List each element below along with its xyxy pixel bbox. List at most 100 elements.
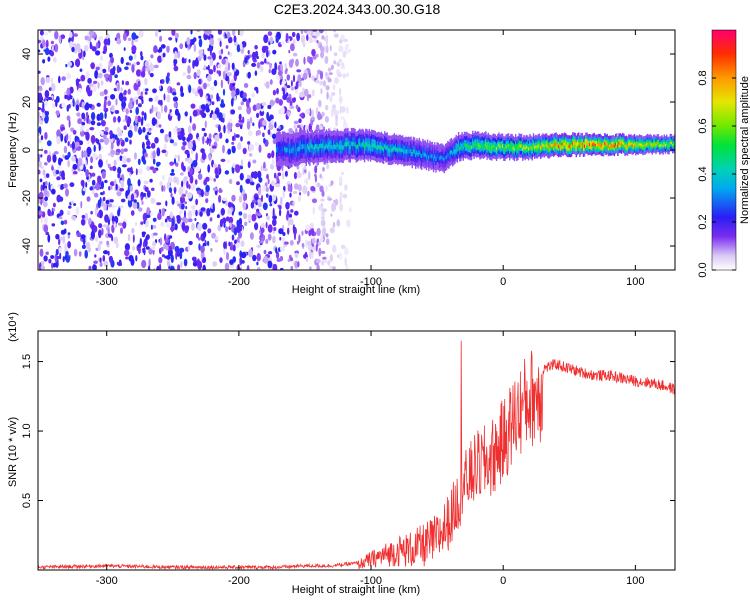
ridge-cell	[507, 133, 510, 138]
ridge-cell	[347, 132, 349, 138]
ridge-cell	[361, 128, 363, 134]
ridge-cell	[404, 137, 406, 142]
ridge-cell	[404, 161, 406, 166]
ridge-cell	[397, 156, 399, 162]
ridge-cell	[617, 141, 619, 145]
ridge-cell	[672, 140, 674, 144]
ridge-cell	[474, 134, 476, 139]
noise-cell	[315, 53, 319, 58]
snr-panel: -300 -200 -100 0 100 0.51.01.5 Height of str…	[7, 312, 676, 596]
noise-cell	[266, 111, 270, 121]
ridge-cell	[475, 135, 478, 140]
noise-cell	[333, 33, 339, 38]
ridge-cell	[515, 134, 517, 139]
noise-cell	[106, 240, 110, 246]
noise-cell	[190, 30, 193, 35]
ridge-cell	[318, 143, 321, 149]
ridge-cell	[655, 141, 657, 145]
noise-cell	[299, 192, 302, 196]
ridge-cell	[360, 134, 362, 140]
ridge-cell	[451, 158, 454, 163]
noise-cell	[50, 255, 55, 259]
ridge-cell	[525, 154, 528, 159]
noise-cell	[144, 186, 149, 192]
ridge-cell	[298, 136, 300, 142]
noise-cell	[92, 189, 95, 195]
spectrogram-marks	[38, 30, 675, 270]
ridge-cell	[378, 131, 380, 137]
ridge-cell	[476, 145, 479, 150]
ridge-cell	[335, 135, 337, 141]
noise-cell	[79, 68, 83, 72]
ridge-cell	[657, 134, 660, 138]
ridge-cell	[387, 160, 390, 165]
ridge-cell	[391, 147, 393, 153]
noise-cell	[331, 202, 337, 212]
ridge-cell	[589, 134, 592, 138]
ridge-cell	[545, 133, 548, 138]
ridge-cell	[411, 143, 413, 149]
noise-cell	[43, 224, 49, 233]
ridge-cell	[460, 138, 462, 143]
ridge-cell	[633, 136, 636, 140]
noise-cell	[99, 138, 105, 143]
ridge-cell	[285, 133, 287, 139]
ridge-cell	[585, 144, 587, 148]
ridge-cell	[381, 158, 384, 164]
ridge-cell	[641, 148, 643, 152]
ridge-cell	[403, 157, 405, 163]
noise-cell	[54, 43, 59, 53]
ridge-cell	[664, 143, 667, 147]
ridge-cell	[480, 147, 482, 152]
ridge-cell	[612, 143, 614, 147]
ridge-cell	[333, 130, 335, 136]
ridge-cell	[429, 148, 431, 153]
ridge-cell	[544, 146, 547, 151]
ridge-cell	[363, 140, 366, 146]
ridge-cell	[333, 143, 335, 149]
noise-cell	[40, 135, 44, 141]
ridge-cell	[297, 155, 299, 162]
ridge-cell	[516, 140, 518, 145]
ridge-cell	[563, 138, 566, 143]
ridge-cell	[296, 161, 298, 167]
ridge-cell	[386, 149, 388, 154]
ridge-cell	[622, 135, 624, 139]
ridge-cell	[518, 153, 520, 158]
ridge-cell	[666, 149, 668, 153]
noise-cell	[105, 199, 110, 205]
ridge-cell	[549, 150, 551, 155]
ridge-cell	[362, 142, 365, 148]
noise-cell	[193, 43, 197, 53]
ridge-cell	[338, 140, 341, 146]
noise-cell	[87, 90, 93, 97]
ridge-cell	[358, 147, 360, 152]
noise-cell	[332, 221, 336, 228]
noise-cell	[260, 227, 265, 234]
ridge-cell	[606, 133, 608, 138]
ridge-cell	[506, 150, 508, 155]
ridge-cell	[642, 136, 644, 140]
ridge-cell	[327, 157, 329, 163]
noise-cell	[198, 78, 202, 85]
ridge-cell	[657, 136, 660, 140]
ridge-cell	[505, 134, 507, 139]
noise-cell	[112, 116, 117, 123]
ridge-cell	[449, 161, 451, 166]
ridge-cell	[352, 136, 354, 142]
ridge-cell	[630, 139, 632, 143]
noise-cell	[142, 159, 147, 165]
ridge-cell	[379, 149, 381, 155]
ridge-cell	[305, 137, 307, 143]
ridge-cell	[285, 142, 287, 148]
ridge-cell	[631, 148, 633, 153]
y-tick-label: 0	[21, 147, 33, 153]
ridge-cell	[656, 139, 658, 143]
noise-cell	[225, 226, 229, 233]
ridge-cell	[524, 156, 526, 161]
ridge-cell	[536, 148, 538, 153]
ridge-cell	[324, 144, 327, 150]
ridge-cell	[346, 137, 348, 143]
noise-cell	[145, 123, 151, 128]
ridge-cell	[518, 146, 520, 151]
